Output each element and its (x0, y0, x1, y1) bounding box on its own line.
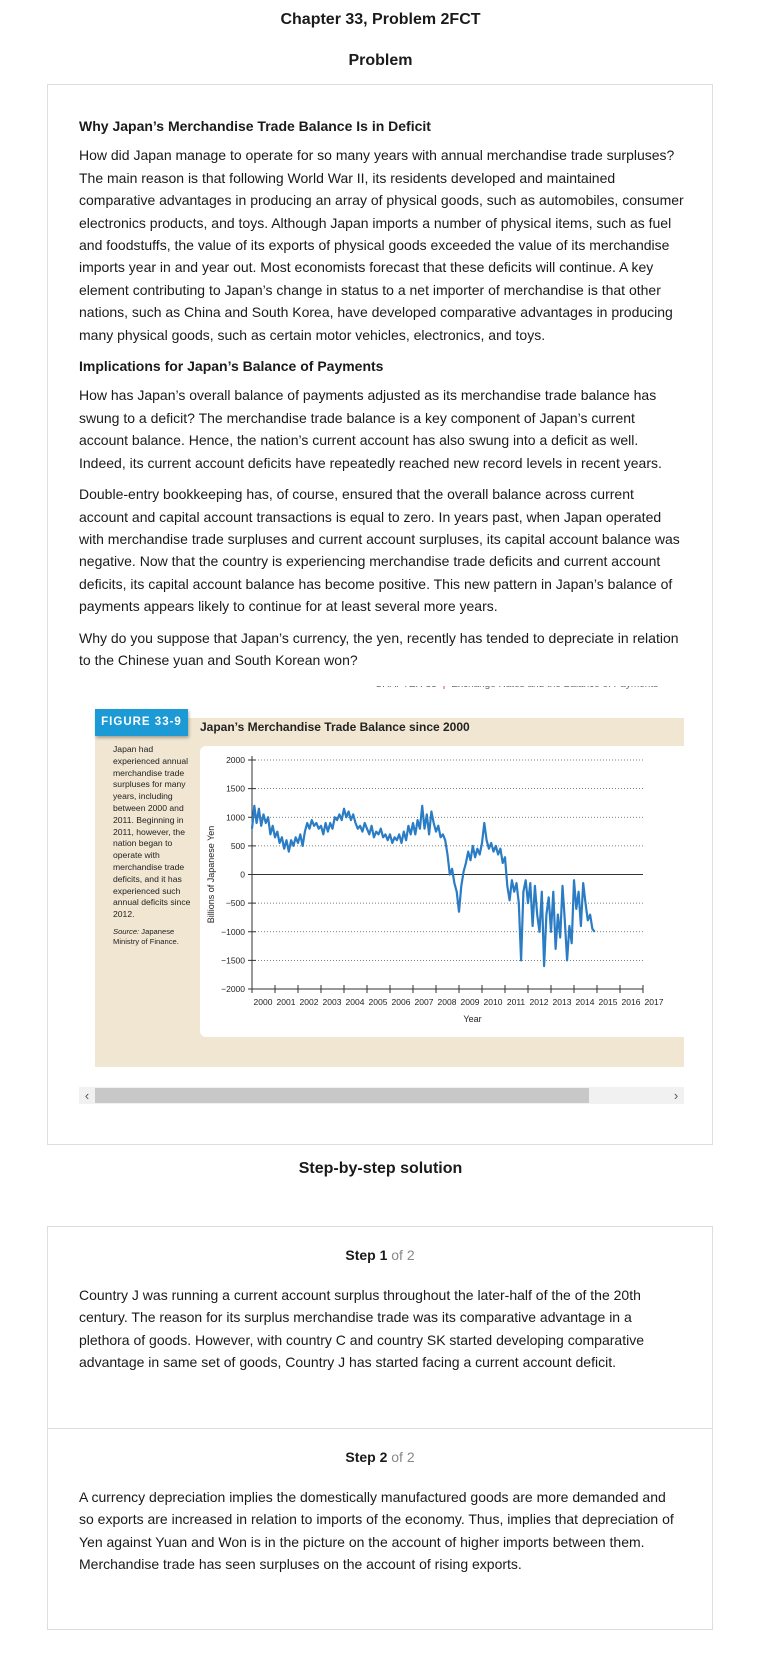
x-axis-label: Year (463, 1014, 481, 1024)
step-2-label: Step 2 (345, 1449, 388, 1465)
problem-paragraph-2: How has Japan’s overall balance of payme… (79, 387, 662, 471)
y-tick-label: 500 (231, 841, 245, 851)
x-tick-label: 2000 (254, 997, 273, 1007)
figure-header-divider: | (443, 686, 446, 690)
step-2-text: A currency depreciation implies the dome… (79, 1489, 674, 1573)
problem-question: Why do you suppose that Japan’s currency… (79, 629, 679, 668)
step-1-count: of 2 (391, 1247, 415, 1263)
x-tick-label: 2014 (576, 997, 595, 1007)
figure-chapter-title: Exchange Rates and the Balance of Paymen… (451, 686, 658, 690)
figure-source-label: Source: (113, 926, 140, 936)
x-tick-label: 2006 (392, 997, 411, 1007)
problem-heading: Problem (348, 52, 413, 69)
problem-card: Why Japan’s Merchandise Trade Balance Is… (47, 84, 713, 1145)
scroll-left-icon[interactable]: ‹ (84, 1088, 90, 1103)
step-1-text: Country J was running a current account … (79, 1287, 644, 1371)
y-tick-label: 1000 (226, 812, 245, 822)
problem-subheading-implications: Implications for Japan’s Balance of Paym… (79, 358, 384, 375)
y-tick-label: −500 (226, 898, 245, 908)
x-tick-label: 2017 (645, 997, 664, 1007)
series-line-trade-balance (250, 804, 596, 968)
x-tick-label: 2004 (346, 997, 365, 1007)
figure-badge: FIGURE 33-9 (95, 709, 188, 736)
x-tick-label: 2008 (438, 997, 457, 1007)
solution-heading: Step-by-step solution (298, 1160, 463, 1177)
x-tick-label: 2002 (300, 997, 319, 1007)
y-tick-label: −2000 (221, 984, 245, 994)
x-tick-label: 2012 (530, 997, 549, 1007)
figure-title: Japan’s Merchandise Trade Balance since … (200, 720, 470, 734)
figure-image: CHAPTER 33 | Exchange Rates and the Balanc… (79, 686, 684, 1072)
problem-text: Why Japan’s Merchandise Trade Balance Is… (79, 111, 684, 680)
figure-caption-text: Japan had experienced annual merchandise… (113, 744, 191, 920)
x-tick-label: 2001 (277, 997, 296, 1007)
step-1-label: Step 1 (345, 1247, 388, 1263)
y-tick-label: −1500 (221, 955, 245, 965)
scrollbar-thumb[interactable] (95, 1088, 589, 1103)
y-tick-label: 1500 (226, 784, 245, 794)
figure-source-text: Japanese Ministry of Finance. (113, 926, 179, 946)
x-tick-label: 2005 (369, 997, 388, 1007)
scroll-right-icon[interactable]: › (673, 1088, 679, 1103)
figure-page-header: CHAPTER 33 | Exchange Rates and the Balanc… (375, 686, 658, 690)
figure-horizontal-scrollbar[interactable]: ‹ › (79, 1087, 684, 1104)
step-2-header: Step 2 of 2 (48, 1449, 712, 1465)
figure-source: Source: Japanese Ministry of Finance. (113, 927, 195, 947)
step-card-1: Step 1 of 2 Country J was running a curr… (47, 1226, 713, 1428)
x-tick-label: 2016 (622, 997, 641, 1007)
y-tick-label: 0 (240, 870, 245, 880)
x-tick-label: 2011 (507, 997, 526, 1007)
problem-paragraph-1: How did Japan manage to operate for so m… (79, 147, 684, 343)
page-title: Chapter 33, Problem 2FCT (280, 11, 481, 28)
step-card-2: Step 2 of 2 A currency depreciation impl… (47, 1428, 713, 1630)
x-tick-label: 2009 (461, 997, 480, 1007)
x-tick-label: 2003 (323, 997, 342, 1007)
problem-paragraph-3: Double-entry bookkeeping has, of course,… (79, 486, 680, 615)
trade-balance-chart: 2000 1500 1000 500 0 −500 −1000 −1500 −2000 2000 2… (206, 755, 664, 1024)
problem-subheading-deficit: Why Japan’s Merchandise Trade Balance Is… (79, 118, 431, 134)
figure-chapter-label: CHAPTER 33 (375, 686, 437, 690)
y-tick-label: −1000 (221, 927, 245, 937)
y-tick-label: 2000 (226, 755, 245, 765)
x-tick-label: 2013 (553, 997, 572, 1007)
chart-area: 2000 1500 1000 500 0 −500 −1000 −1500 −2000 2000 2… (200, 746, 684, 1037)
figure-caption: Japan had experienced annual merchandise… (113, 744, 195, 947)
step-2-count: of 2 (391, 1449, 415, 1465)
y-axis-label: Billions of Japanese Yen (206, 826, 216, 924)
x-tick-label: 2015 (599, 997, 618, 1007)
x-tick-label: 2007 (415, 997, 434, 1007)
step-1-header: Step 1 of 2 (48, 1247, 712, 1263)
x-tick-label: 2010 (484, 997, 503, 1007)
